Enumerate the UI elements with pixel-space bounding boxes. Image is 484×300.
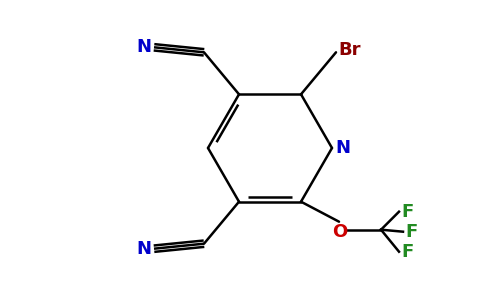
Text: O: O <box>333 223 348 241</box>
Text: N: N <box>136 240 151 258</box>
Text: F: F <box>401 203 413 221</box>
Text: F: F <box>401 243 413 261</box>
Text: F: F <box>405 223 417 241</box>
Text: N: N <box>335 139 350 157</box>
Text: N: N <box>136 38 151 56</box>
Text: Br: Br <box>338 41 361 59</box>
